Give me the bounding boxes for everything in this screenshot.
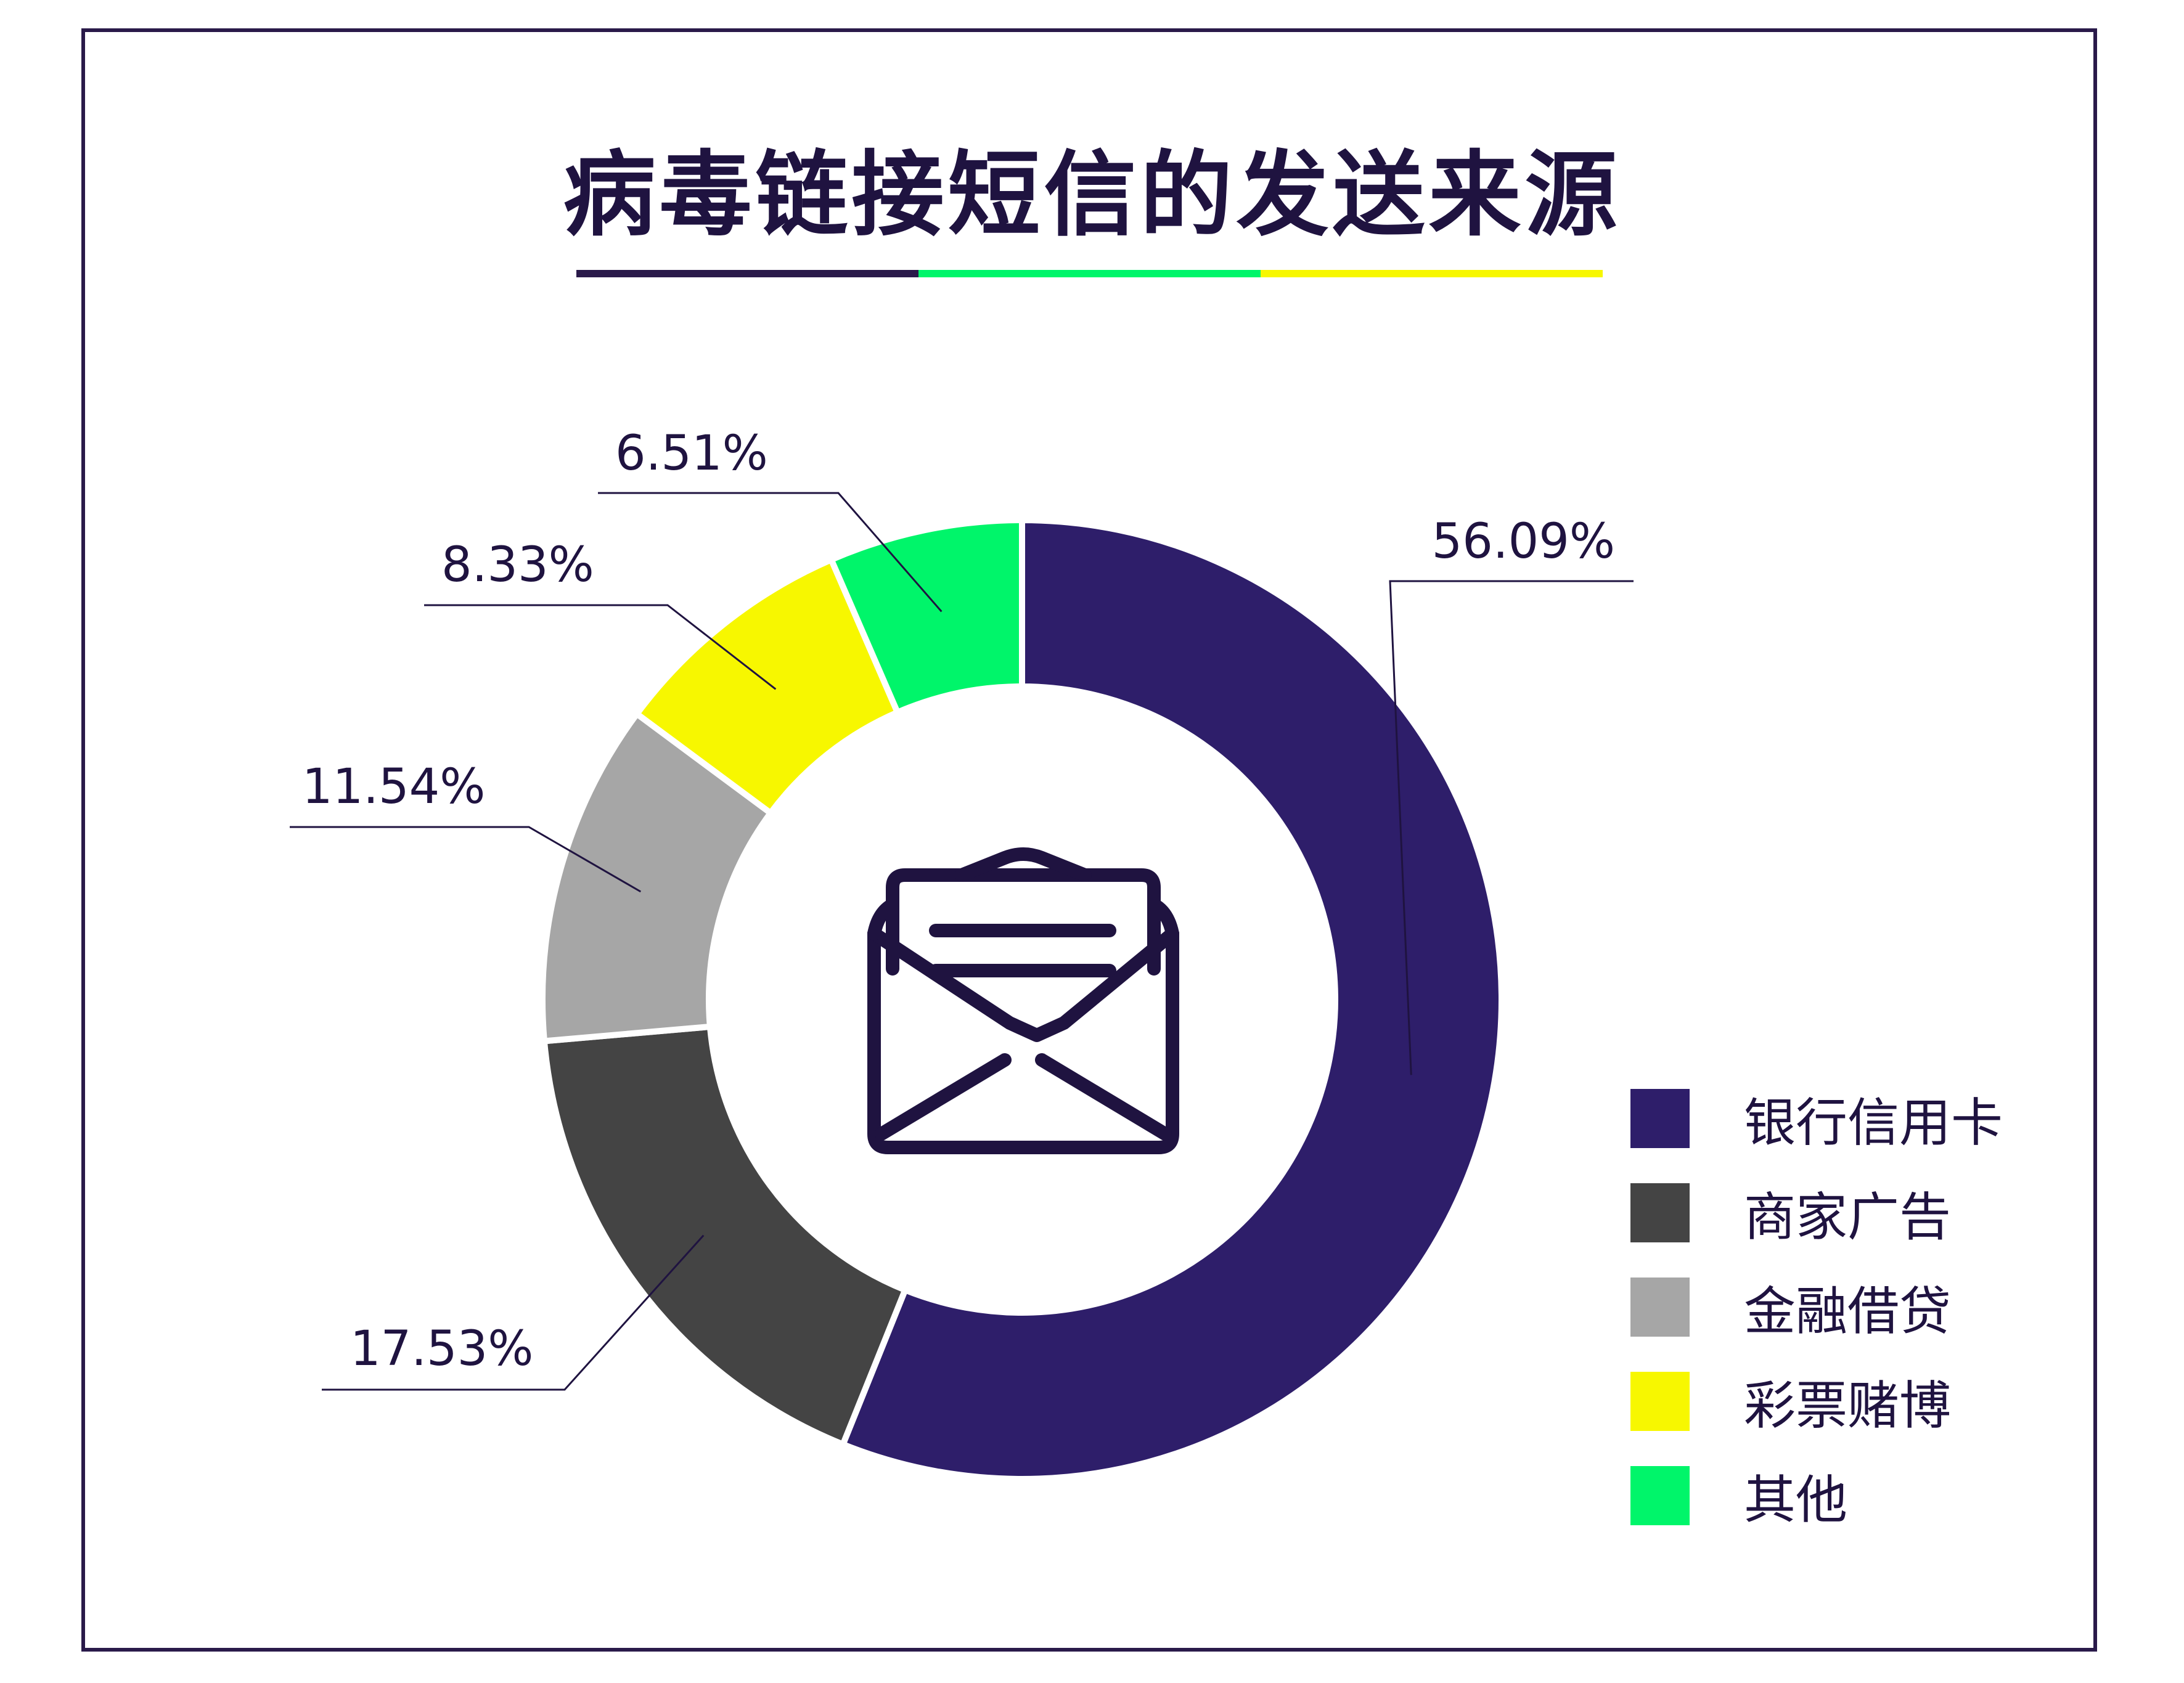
value-label-1: 56.09%: [1432, 514, 1615, 569]
title-underline-segment-3: [1261, 270, 1603, 277]
chart-frame: [81, 28, 2097, 1652]
value-label-5: 6.51%: [615, 426, 768, 481]
legend-item-4: 彩票赌博: [1630, 1371, 1951, 1436]
legend-item-2: 商家广告: [1630, 1182, 1951, 1247]
value-label-4: 8.33%: [441, 537, 594, 593]
legend-item-1: 银行信用卡: [1630, 1088, 2003, 1153]
chart-title: 病毒链接短信的发送来源: [563, 142, 1621, 249]
value-labels-group: 56.09% 17.53% 11.54% 8.33% 6.51%: [302, 426, 1615, 1377]
legend-label: 其他: [1744, 1469, 1848, 1530]
leader-line-1: [1389, 580, 1634, 1075]
slice-1: [839, 516, 1505, 1482]
open-envelope-icon: [867, 847, 1179, 1154]
title-underline-segment-2: [918, 270, 1261, 277]
legend-label: 银行信用卡: [1744, 1092, 2003, 1153]
slices-group: [539, 516, 1505, 1482]
value-label-3: 11.54%: [302, 759, 485, 815]
leader-line-2: [322, 1234, 705, 1391]
legend-label: 商家广告: [1744, 1186, 1952, 1247]
legend-swatch: [1630, 1089, 1690, 1148]
title-underline-segment-1: [576, 270, 918, 277]
legend-label: 金融借贷: [1744, 1281, 1952, 1342]
legend-swatch: [1630, 1372, 1690, 1431]
leader-line-5: [598, 492, 943, 613]
legend-swatch: [1630, 1183, 1690, 1242]
leader-line-4: [424, 604, 777, 690]
legend-swatch: [1630, 1278, 1690, 1337]
legend-item-5: 其他: [1630, 1465, 1847, 1530]
leader-lines-group: [290, 492, 1634, 1391]
legend-item-3: 金融借贷: [1630, 1276, 1951, 1342]
legend-label: 彩票赌博: [1744, 1375, 1952, 1436]
value-label-2: 17.53%: [350, 1321, 533, 1377]
slice-5: [827, 516, 1025, 717]
legend-swatch: [1630, 1466, 1690, 1525]
leader-line-3: [290, 826, 642, 893]
slice-2: [541, 1023, 909, 1449]
slice-3: [539, 709, 775, 1045]
title-underline: [576, 270, 1603, 277]
